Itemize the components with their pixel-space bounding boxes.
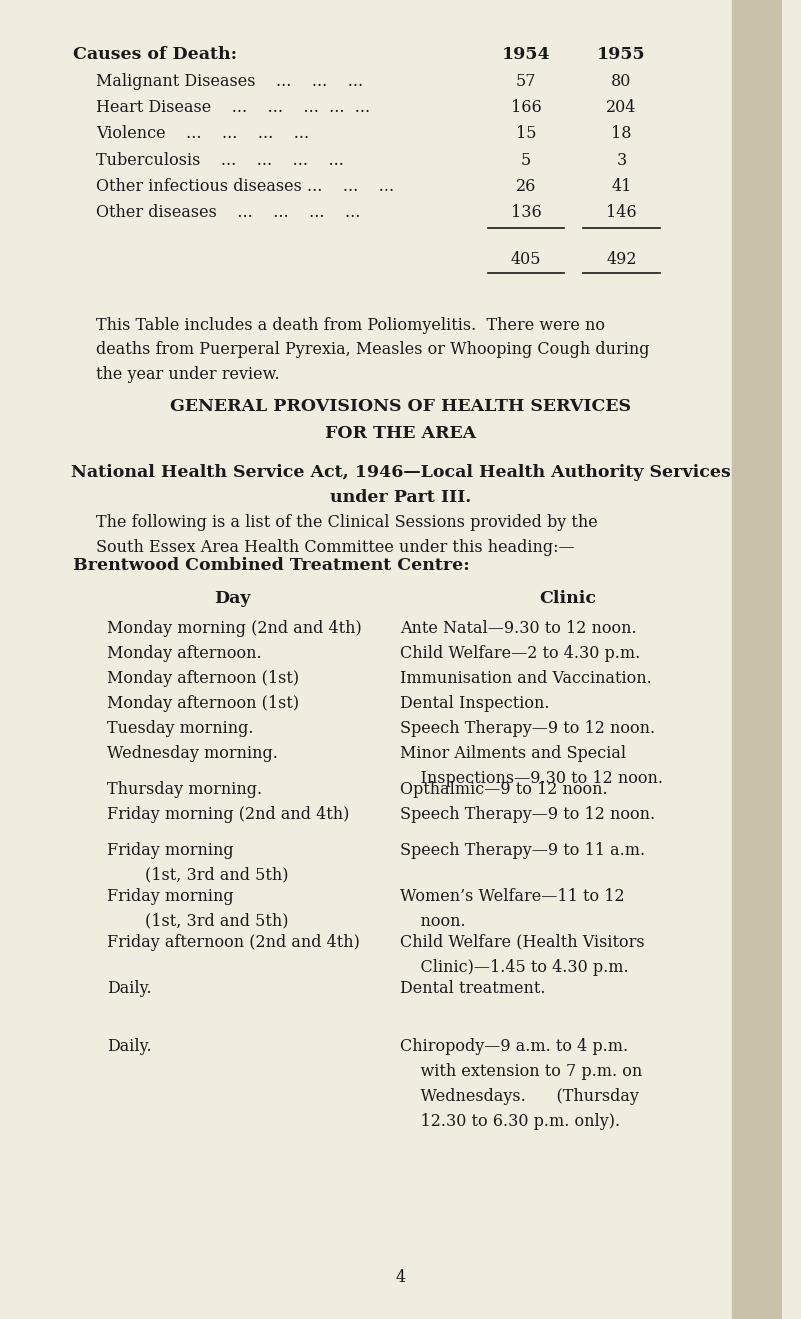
Text: Chiropody—9 a.m. to 4 p.m.: Chiropody—9 a.m. to 4 p.m. (400, 1038, 629, 1055)
Text: (1st, 3rd and 5th): (1st, 3rd and 5th) (145, 913, 288, 930)
Text: with extension to 7 p.m. on: with extension to 7 p.m. on (400, 1063, 642, 1080)
Text: Thursday morning.: Thursday morning. (107, 781, 262, 798)
Text: Clinic)—1.45 to 4.30 p.m.: Clinic)—1.45 to 4.30 p.m. (400, 959, 629, 976)
Text: 1954: 1954 (502, 46, 550, 63)
Text: Dental Inspection.: Dental Inspection. (400, 695, 550, 712)
Text: Causes of Death:: Causes of Death: (73, 46, 237, 63)
Text: Speech Therapy—9 to 12 noon.: Speech Therapy—9 to 12 noon. (400, 806, 656, 823)
Text: Immunisation and Vaccination.: Immunisation and Vaccination. (400, 670, 652, 687)
Text: Monday afternoon (1st): Monday afternoon (1st) (107, 670, 300, 687)
Text: GENERAL PROVISIONS OF HEALTH SERVICES: GENERAL PROVISIONS OF HEALTH SERVICES (170, 398, 631, 415)
Text: Speech Therapy—9 to 12 noon.: Speech Therapy—9 to 12 noon. (400, 720, 656, 737)
Text: Tuberculosis    ...    ...    ...    ...: Tuberculosis ... ... ... ... (95, 152, 344, 169)
Text: 4: 4 (396, 1269, 405, 1286)
Text: 204: 204 (606, 99, 637, 116)
Text: Daily.: Daily. (107, 1038, 151, 1055)
Text: Minor Ailments and Special: Minor Ailments and Special (400, 745, 626, 762)
Text: Inspections—9.30 to 12 noon.: Inspections—9.30 to 12 noon. (400, 770, 663, 787)
Text: Tuesday morning.: Tuesday morning. (107, 720, 254, 737)
Text: 146: 146 (606, 204, 637, 222)
Text: Brentwood Combined Treatment Centre:: Brentwood Combined Treatment Centre: (73, 557, 469, 574)
Text: 5: 5 (521, 152, 531, 169)
Text: 26: 26 (516, 178, 537, 195)
Text: 15: 15 (516, 125, 537, 142)
Text: 12.30 to 6.30 p.m. only).: 12.30 to 6.30 p.m. only). (400, 1113, 621, 1130)
Text: Child Welfare—2 to 4.30 p.m.: Child Welfare—2 to 4.30 p.m. (400, 645, 641, 662)
Text: 1955: 1955 (598, 46, 646, 63)
Text: 166: 166 (511, 99, 541, 116)
Text: 492: 492 (606, 251, 637, 268)
Text: Monday afternoon (1st): Monday afternoon (1st) (107, 695, 300, 712)
Text: 18: 18 (611, 125, 632, 142)
Text: Friday morning: Friday morning (107, 842, 234, 859)
Text: Wednesday morning.: Wednesday morning. (107, 745, 278, 762)
Text: Malignant Diseases    ...    ...    ...: Malignant Diseases ... ... ... (95, 73, 363, 90)
Text: Opthalmic—9 to 12 noon.: Opthalmic—9 to 12 noon. (400, 781, 608, 798)
Text: Heart Disease    ...    ...    ...  ...  ...: Heart Disease ... ... ... ... ... (95, 99, 370, 116)
Text: Speech Therapy—9 to 11 a.m.: Speech Therapy—9 to 11 a.m. (400, 842, 646, 859)
Text: Monday afternoon.: Monday afternoon. (107, 645, 262, 662)
Text: 136: 136 (511, 204, 541, 222)
Text: Day: Day (215, 590, 251, 607)
Text: Friday morning: Friday morning (107, 888, 234, 905)
Text: Friday morning (2nd and 4th): Friday morning (2nd and 4th) (107, 806, 349, 823)
Text: 80: 80 (611, 73, 632, 90)
Text: Other infectious diseases ...    ...    ...: Other infectious diseases ... ... ... (95, 178, 394, 195)
Text: 3: 3 (616, 152, 626, 169)
Text: This Table includes a death from Poliomyelitis.  There were no
deaths from Puerp: This Table includes a death from Poliomy… (95, 317, 649, 383)
Text: Monday morning (2nd and 4th): Monday morning (2nd and 4th) (107, 620, 362, 637)
Text: FOR THE AREA: FOR THE AREA (325, 425, 476, 442)
Bar (732, 0, 782, 1319)
Text: Child Welfare (Health Visitors: Child Welfare (Health Visitors (400, 934, 645, 951)
Text: Other diseases    ...    ...    ...    ...: Other diseases ... ... ... ... (95, 204, 360, 222)
Text: Ante Natal—9.30 to 12 noon.: Ante Natal—9.30 to 12 noon. (400, 620, 637, 637)
Text: 41: 41 (611, 178, 632, 195)
Text: noon.: noon. (400, 913, 466, 930)
Text: Dental treatment.: Dental treatment. (400, 980, 546, 997)
Text: Women’s Welfare—11 to 12: Women’s Welfare—11 to 12 (400, 888, 625, 905)
Text: National Health Service Act, 1946—Local Health Authority Services
under Part III: National Health Service Act, 1946—Local … (70, 464, 731, 506)
Text: Wednesdays.      (Thursday: Wednesdays. (Thursday (400, 1088, 639, 1105)
Text: 57: 57 (516, 73, 537, 90)
Text: (1st, 3rd and 5th): (1st, 3rd and 5th) (145, 867, 288, 884)
Text: Violence    ...    ...    ...    ...: Violence ... ... ... ... (95, 125, 309, 142)
Text: Daily.: Daily. (107, 980, 151, 997)
Text: Clinic: Clinic (540, 590, 597, 607)
Text: 405: 405 (511, 251, 541, 268)
Text: Friday afternoon (2nd and 4th): Friday afternoon (2nd and 4th) (107, 934, 360, 951)
Text: The following is a list of the Clinical Sessions provided by the
South Essex Are: The following is a list of the Clinical … (95, 514, 598, 557)
